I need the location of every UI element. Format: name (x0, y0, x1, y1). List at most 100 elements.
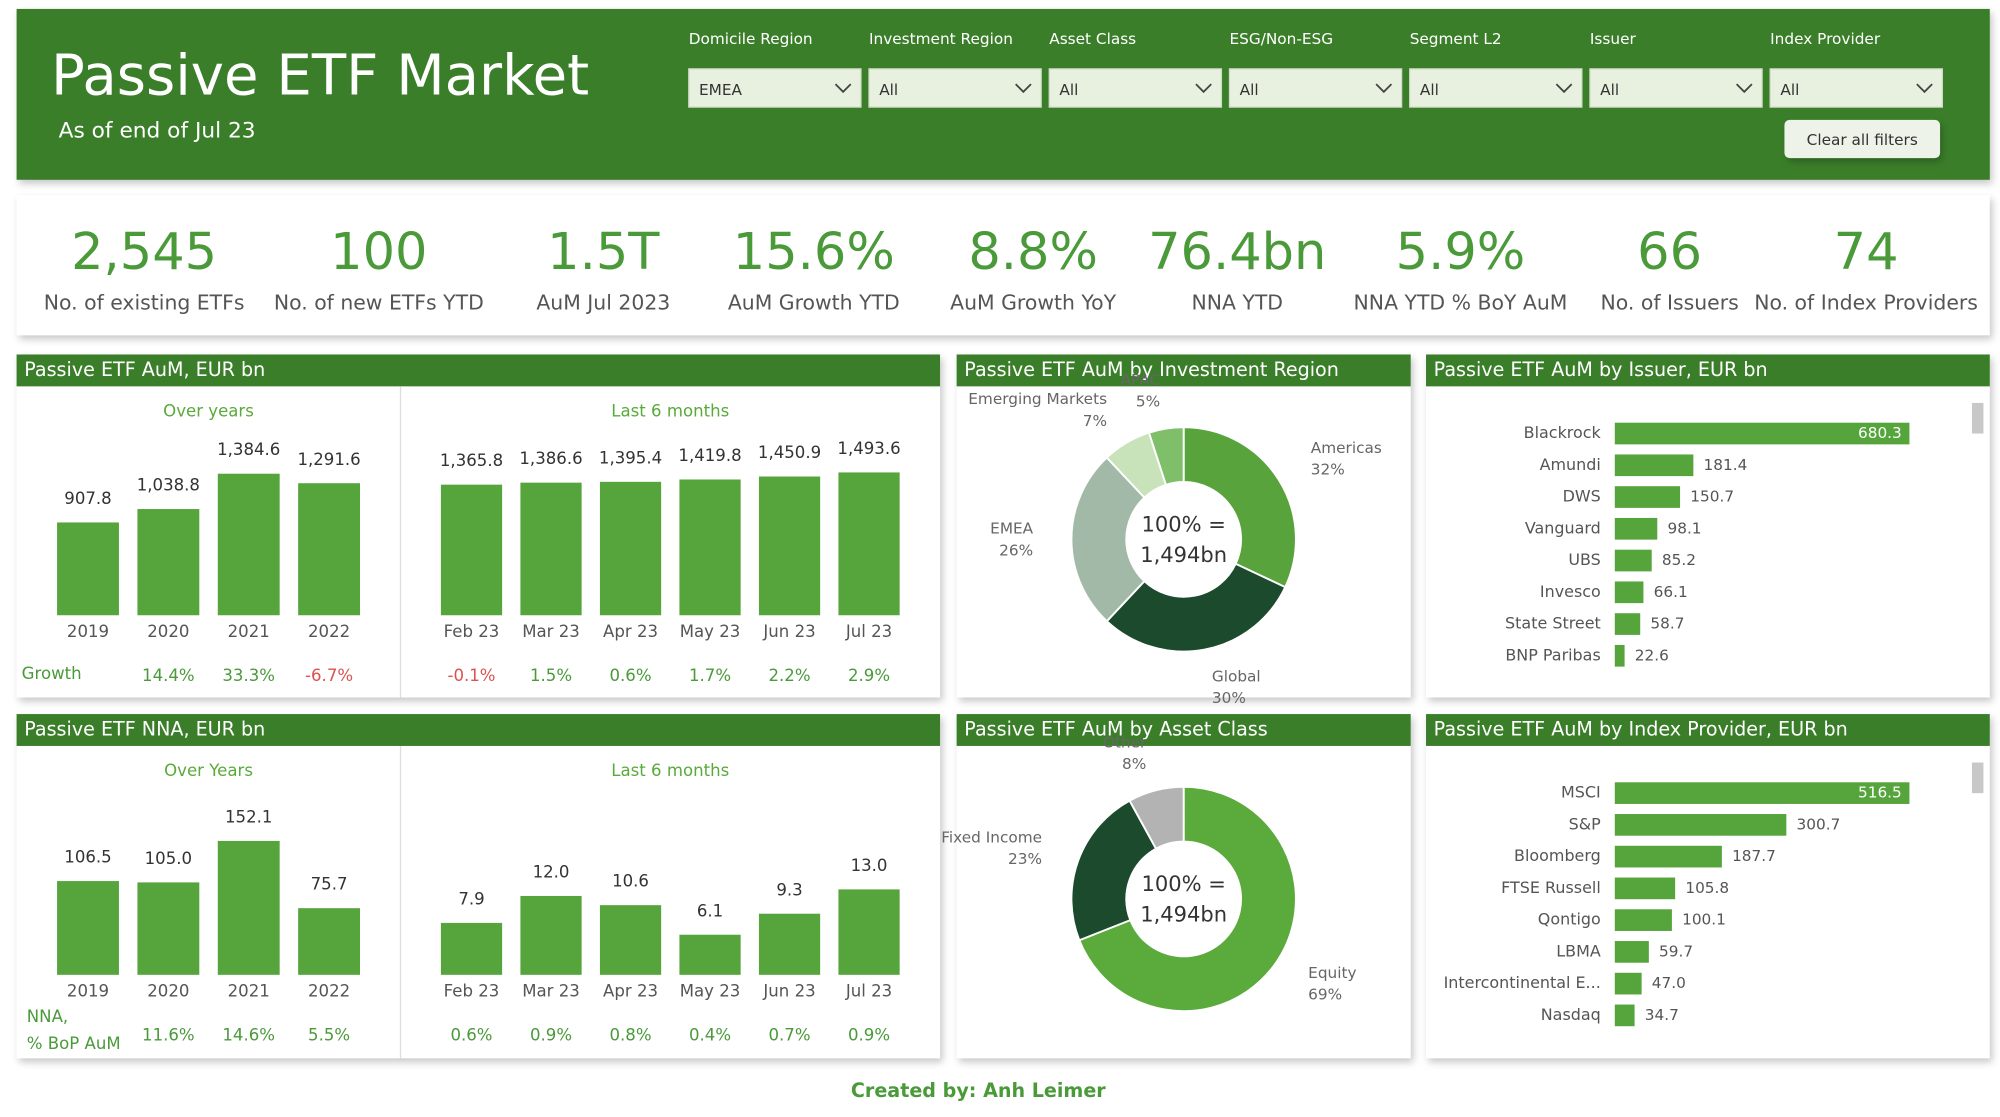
bar-value-label: 1,384.6 (217, 440, 280, 459)
chart-title: Passive ETF AuM, EUR bn (24, 358, 265, 381)
bar (838, 472, 900, 616)
chart-title: Passive ETF AuM by Index Provider, EUR b… (1434, 718, 1848, 741)
bar-value-label: 187.7 (1732, 847, 1776, 865)
y-tick-label: Bloomberg (1514, 846, 1601, 865)
kpi-value: 66 (1637, 223, 1702, 282)
filter-label: ESG/Non-ESG (1229, 30, 1333, 48)
dropdown-chevron[interactable] (1195, 83, 1212, 94)
row-value: 11.6% (142, 1026, 195, 1045)
bar-value-label: 105.0 (145, 849, 192, 868)
kpi-value: 74 (1834, 223, 1899, 282)
filter-label: Asset Class (1049, 30, 1136, 48)
row-value: 0.7% (768, 1026, 810, 1045)
donut-slice (1128, 785, 1185, 850)
scrollbar (1971, 762, 1984, 794)
bar-value-label: 58.7 (1650, 615, 1684, 633)
bar (1614, 909, 1672, 931)
dropdown-box[interactable] (1048, 68, 1223, 108)
row-value: 0.9% (530, 1026, 572, 1045)
button-box[interactable] (1784, 119, 1941, 159)
x-tick-label: Apr 23 (603, 622, 658, 641)
slice-value-label: 5% (1136, 393, 1160, 411)
panel-header (1426, 354, 1990, 387)
kpi-label: No. of existing ETFs (44, 290, 245, 314)
dropdown-box[interactable] (1228, 68, 1403, 108)
y-tick-label: S&P (1569, 814, 1602, 833)
row-value: 14.4% (142, 666, 195, 685)
page-subtitle: As of end of Jul 23 (59, 118, 256, 143)
bar (679, 479, 741, 616)
donut-slice (1105, 562, 1287, 653)
button-label: Clear all filters (1807, 131, 1918, 149)
x-tick-label: 2020 (147, 982, 189, 1001)
panel-header (956, 354, 1411, 387)
bar (440, 922, 503, 975)
bar (1614, 644, 1625, 667)
kpi-label: No. of Issuers (1601, 290, 1739, 314)
chart-panel: Passive ETF AuM by Index Provider, EUR b… (1426, 714, 1990, 1059)
filter-dropdown[interactable]: All (1589, 68, 1763, 108)
bar (137, 509, 200, 616)
bar-value-label: 300.7 (1797, 815, 1841, 833)
dropdown-chevron[interactable] (1555, 83, 1573, 94)
dropdown-chevron[interactable] (834, 83, 852, 94)
bar (599, 905, 662, 975)
kpi-label: NNA YTD (1191, 290, 1283, 314)
bar-value-label: 85.2 (1662, 551, 1696, 569)
dropdown-value: EMEA (699, 81, 743, 99)
dropdown-box[interactable] (1769, 68, 1943, 108)
dropdown-chevron[interactable] (1015, 83, 1032, 94)
filter-dropdown[interactable]: All (1228, 68, 1403, 108)
filter-dropdown[interactable]: EMEA (688, 68, 862, 108)
row-value: 0.8% (609, 1026, 651, 1045)
dropdown-chevron[interactable] (1375, 83, 1393, 94)
chart-title: Passive ETF AuM by Asset Class (964, 718, 1267, 741)
clear-filters-button[interactable]: Clear all filters (1784, 119, 1941, 159)
panel-header (16, 714, 941, 746)
x-tick-label: Apr 23 (603, 982, 658, 1001)
bar (298, 483, 361, 616)
slice-value-label: 32% (1311, 461, 1345, 479)
dropdown-chevron[interactable] (1735, 83, 1753, 94)
bar-value-label: 181.4 (1704, 456, 1748, 474)
filter-dropdown[interactable]: All (1769, 68, 1943, 108)
slice-value-label: 7% (1083, 412, 1107, 430)
chart-panel: Passive ETF AuM by Issuer, EUR bn Blackro… (1426, 354, 1990, 698)
x-tick-label: 2019 (67, 982, 109, 1001)
x-tick-label: Feb 23 (444, 982, 500, 1001)
dropdown-box[interactable] (1589, 68, 1763, 108)
y-tick-label: Amundi (1540, 455, 1601, 474)
chart-panel: Passive ETF NNA, EUR bn Over Years 106.5 20… (16, 714, 941, 1059)
x-tick-label: Jun 23 (762, 622, 815, 641)
bar-value-label: 13.0 (851, 856, 888, 875)
dropdown-value: All (1059, 81, 1078, 99)
bar-value-label: 9.3 (776, 880, 802, 899)
kpi-label: No. of Index Providers (1754, 290, 1978, 314)
dropdown-box[interactable] (1409, 68, 1583, 108)
dropdown-box[interactable] (688, 68, 862, 108)
filter-label: Index Provider (1770, 30, 1881, 48)
panel-subtitle: Last 6 months (611, 761, 729, 780)
bar-value-label: 680.3 (1858, 424, 1902, 442)
x-tick-label: Jul 23 (845, 622, 892, 641)
dropdown-chevron[interactable] (1916, 83, 1933, 94)
bar (1614, 422, 1910, 445)
filter-dropdown[interactable]: All (868, 68, 1042, 108)
dropdown-box[interactable] (868, 68, 1042, 108)
bar (1614, 972, 1642, 995)
x-tick-label: 2022 (308, 982, 350, 1001)
panel-header (16, 354, 941, 387)
kpi-value: 5.9% (1396, 223, 1526, 282)
panel-header (956, 714, 1411, 746)
bar (520, 895, 582, 975)
filter-dropdown[interactable]: All (1048, 68, 1223, 108)
slice-value-label: 30% (1212, 689, 1246, 707)
donut-slice (1182, 426, 1297, 589)
bar (838, 889, 900, 975)
slice-label: Americas (1311, 439, 1382, 457)
y-tick-label: Intercontinental E... (1444, 973, 1601, 992)
bar (57, 881, 119, 975)
bar-value-label: 59.7 (1659, 942, 1693, 960)
filter-dropdown[interactable]: All (1409, 68, 1583, 108)
bar-value-label: 516.5 (1858, 784, 1902, 802)
